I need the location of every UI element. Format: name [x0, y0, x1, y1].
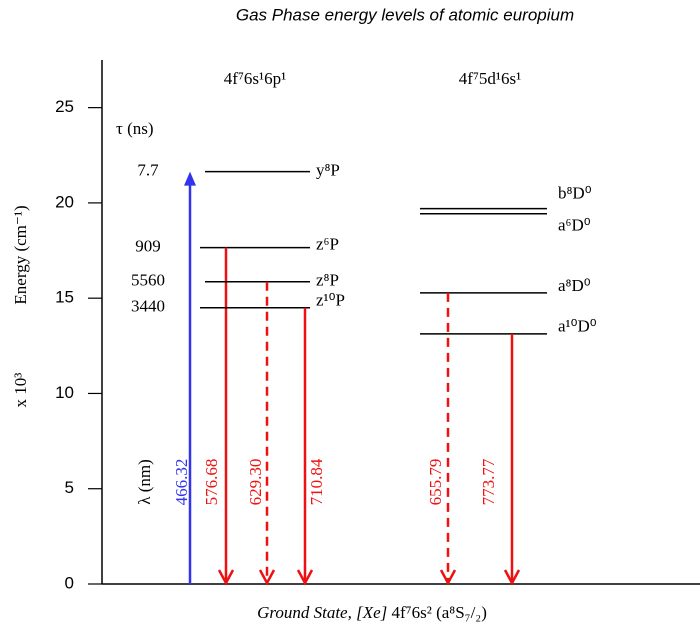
lifetime: 3440 [131, 297, 165, 316]
lifetime: 909 [135, 237, 161, 256]
wavelength-label: 773.77 [479, 458, 498, 505]
level-label: b⁸D⁰ [558, 184, 592, 203]
arrow-head [503, 569, 521, 586]
lifetime-header: τ (ns) [116, 119, 154, 138]
wavelength-label: 629.30 [246, 459, 265, 506]
lifetime: 7.7 [137, 161, 159, 180]
arrow-head [217, 569, 235, 586]
arrow-head [439, 569, 457, 586]
title: Gas Phase energy levels of atomic europi… [236, 5, 574, 24]
level-label: z¹⁰P [316, 291, 345, 310]
wavelength-label: 466.32 [172, 459, 191, 506]
y-tick-label: 20 [55, 192, 74, 211]
arrow-head [184, 171, 196, 186]
y-axis-label: Energy (cm⁻¹) [11, 205, 30, 304]
wavelength-header: λ (nm) [135, 459, 154, 505]
lifetime: 5560 [131, 271, 165, 290]
wavelength-label: 576.68 [202, 459, 221, 506]
wavelength-label: 655.79 [426, 459, 445, 506]
y-tick-label: 5 [65, 478, 74, 497]
level-label: a⁸D⁰ [558, 276, 591, 295]
ground-state-label: Ground State, [Xe] 4f⁷6s² (a⁸S₇/₂) [257, 603, 487, 622]
arrow-head [296, 569, 314, 586]
level-label: y⁸P [316, 161, 340, 180]
level-label: z⁶P [316, 235, 339, 254]
ground-state-prefix: Ground State, [Xe] [257, 603, 387, 622]
arrow-head [258, 569, 276, 586]
configuration-label: 4f⁷5d¹6s¹ [459, 69, 521, 88]
ground-state-term: 4f⁷6s² (a⁸S₇/₂) [392, 603, 487, 622]
y-tick-label: 25 [55, 97, 74, 116]
configuration-label: 4f⁷6s¹6p¹ [224, 69, 286, 88]
y-axis-multiplier: x 10³ [11, 373, 30, 408]
y-tick-label: 0 [65, 573, 74, 592]
level-label: z⁸P [316, 271, 339, 290]
level-label: a⁶D⁰ [558, 216, 591, 235]
wavelength-label: 710.84 [307, 458, 326, 505]
level-label: a¹⁰D⁰ [558, 317, 597, 336]
y-tick-label: 15 [55, 288, 74, 307]
y-tick-label: 10 [55, 383, 74, 402]
